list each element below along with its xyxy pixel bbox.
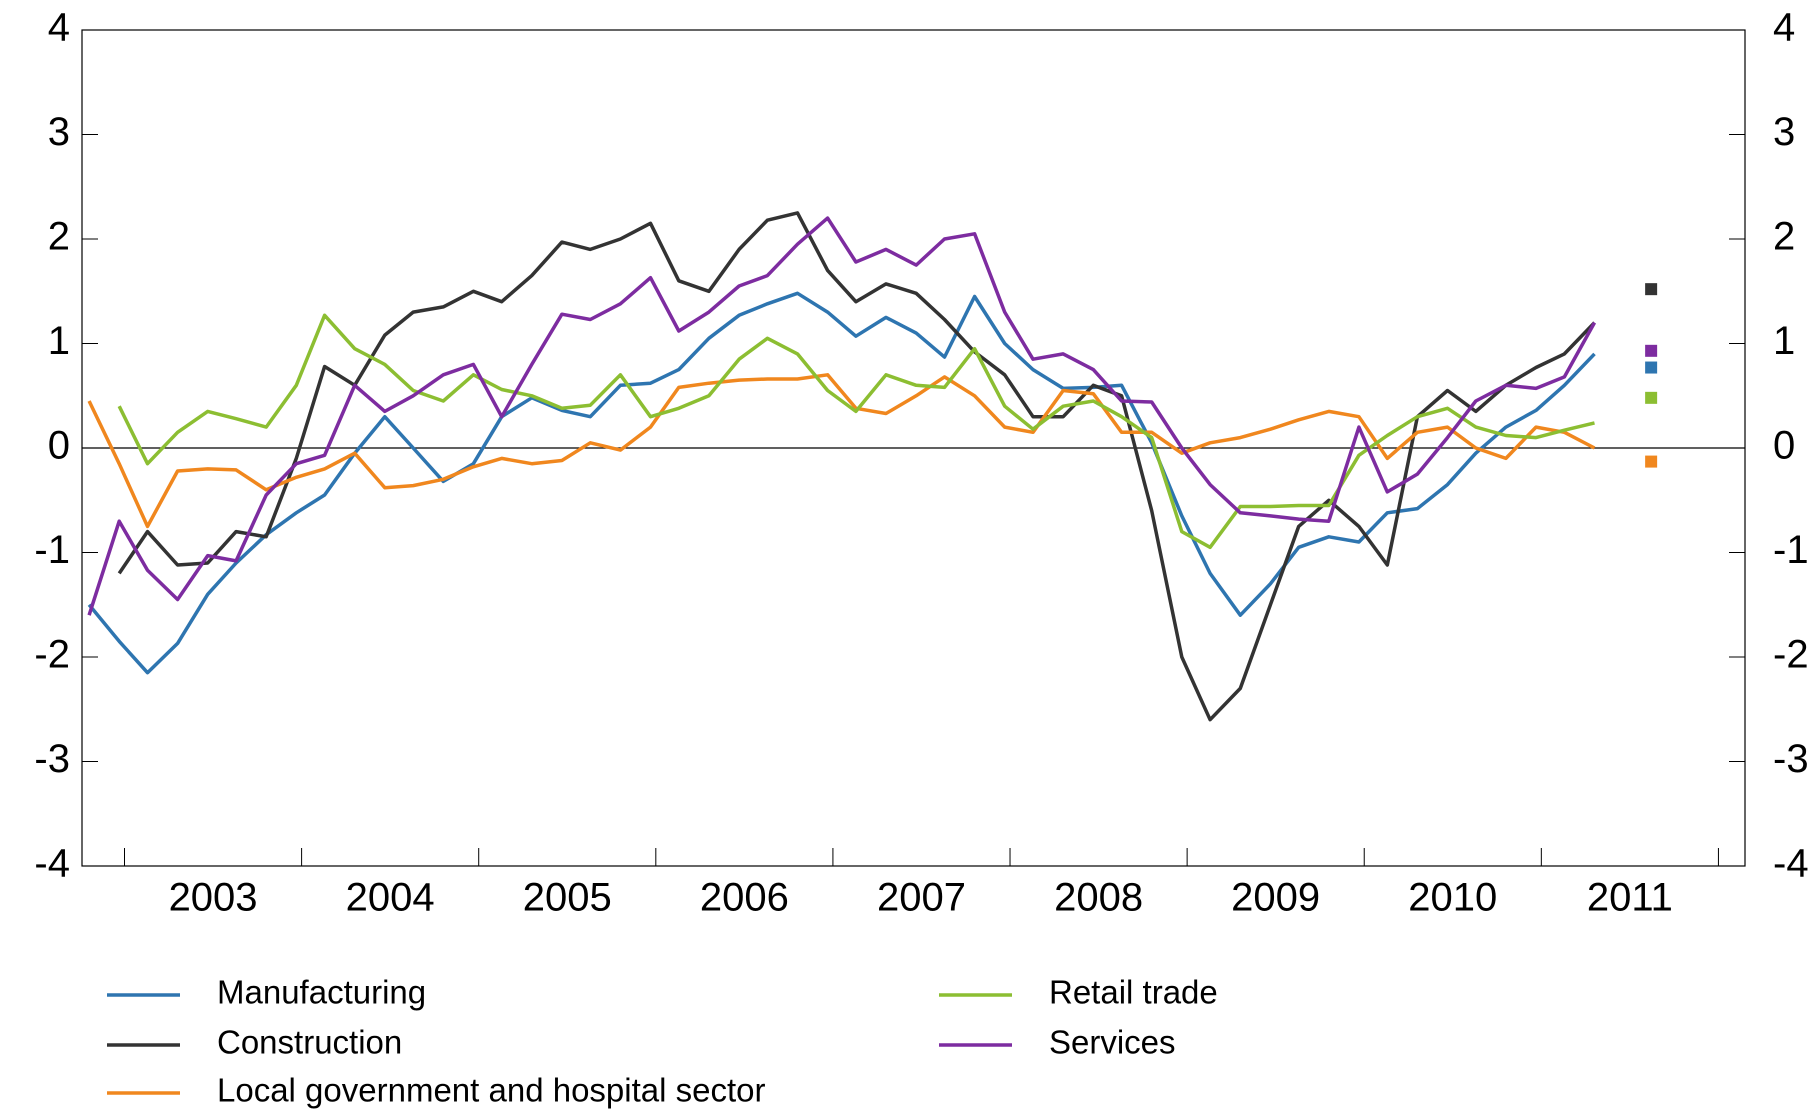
y-tick-label: -4 [34, 842, 70, 886]
series-line [117, 211, 1596, 722]
x-tick-label: 2009 [1231, 876, 1320, 920]
y-tick-label: 0 [48, 424, 70, 468]
y-tick-label: 4 [48, 6, 70, 50]
series-line [87, 291, 1596, 675]
y2-tick-label: -2 [1773, 633, 1809, 677]
legend-label: Construction [217, 1024, 402, 1061]
end-marker [1645, 455, 1658, 468]
y-tick-label: -1 [34, 528, 70, 572]
y2-tick-label: 4 [1773, 6, 1795, 50]
y2-tick-label: 0 [1773, 424, 1795, 468]
y-tick-label: 1 [48, 319, 70, 363]
legend-label: Services [1049, 1024, 1176, 1061]
end-marker [1645, 361, 1658, 374]
y2-tick-label: -1 [1773, 528, 1809, 572]
end-marker [1645, 391, 1658, 404]
x-tick-label: 2006 [700, 876, 789, 920]
y-tick-label: -3 [34, 737, 70, 781]
y-tick-label: 3 [48, 110, 70, 154]
legend-label: Retail trade [1049, 974, 1218, 1011]
y2-tick-label: -4 [1773, 842, 1809, 886]
x-tick-label: 2008 [1054, 876, 1143, 920]
y2-tick-label: 1 [1773, 319, 1795, 363]
x-tick-label: 2010 [1408, 876, 1497, 920]
x-tick-label: 2003 [169, 876, 258, 920]
x-tick-label: 2011 [1587, 876, 1673, 920]
x-tick-label: 2004 [346, 876, 435, 920]
y2-tick-label: 3 [1773, 110, 1795, 154]
y2-tick-label: -3 [1773, 737, 1809, 781]
series-line [117, 313, 1595, 550]
series-line [87, 216, 1597, 616]
end-marker [1645, 283, 1658, 296]
legend-label: Local government and hospital sector [217, 1072, 766, 1109]
y-tick-label: -2 [34, 633, 70, 677]
series-line [87, 373, 1596, 529]
legend-label: Manufacturing [217, 974, 426, 1011]
y2-tick-label: 2 [1773, 215, 1795, 259]
x-tick-label: 2007 [877, 876, 966, 920]
end-marker [1645, 344, 1658, 357]
x-tick-label: 2005 [523, 876, 612, 920]
y-tick-label: 2 [48, 215, 70, 259]
